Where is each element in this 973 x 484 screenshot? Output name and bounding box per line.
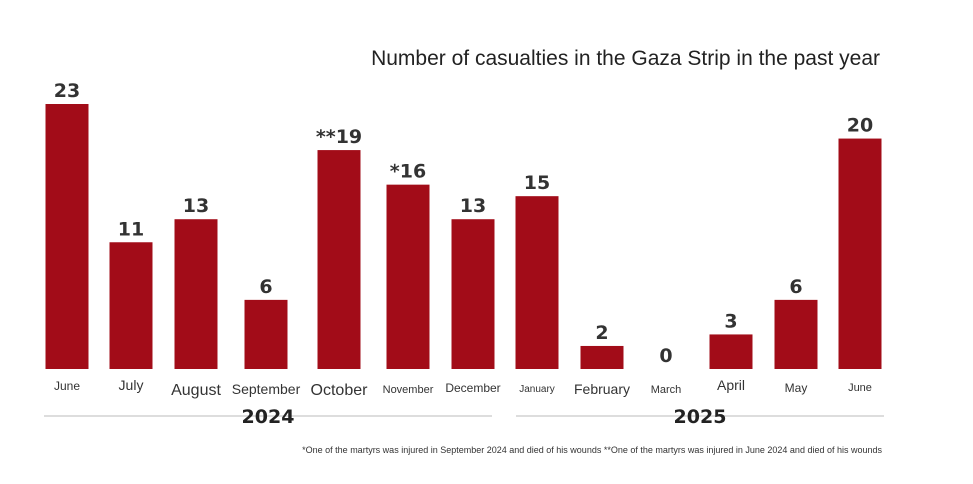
bar-july-1	[109, 242, 153, 369]
bar-april-10	[709, 334, 753, 369]
chart-title: Number of casualties in the Gaza Strip i…	[371, 47, 880, 70]
month-labels-group: June July August September October November De…	[54, 377, 872, 399]
month-label-7: January	[519, 384, 555, 395]
month-label-9: March	[651, 384, 682, 396]
bar-february-8	[580, 345, 624, 369]
bar-may-11	[774, 299, 818, 369]
month-label-5: November	[383, 384, 434, 396]
value-label-2: 13	[183, 195, 209, 217]
month-label-0: June	[54, 379, 80, 393]
bar-august-2	[174, 219, 218, 369]
bar-june-12	[838, 138, 882, 369]
footnote: *One of the martyrs was injured in Septe…	[302, 445, 882, 455]
value-label-9: 0	[659, 345, 672, 367]
value-label-5: *16	[390, 161, 426, 183]
bar-october-4	[317, 150, 361, 369]
month-label-12: June	[848, 382, 872, 394]
value-label-12: 20	[847, 115, 873, 137]
bar-september-3	[244, 299, 288, 369]
month-label-2: August	[171, 382, 221, 399]
bar-january-7	[515, 196, 559, 369]
year-label-2024: 2024	[242, 406, 295, 428]
month-label-8: February	[574, 381, 630, 397]
value-label-8: 2	[595, 322, 608, 344]
value-label-11: 6	[789, 276, 802, 298]
month-label-3: September	[232, 381, 301, 397]
bar-november-5	[386, 184, 430, 369]
value-label-10: 3	[724, 310, 737, 332]
month-label-10: April	[717, 377, 745, 393]
value-label-1: 11	[118, 218, 144, 240]
value-label-3: 6	[259, 276, 272, 298]
bar-june-0	[45, 104, 89, 369]
month-label-11: May	[785, 381, 808, 395]
month-label-4: October	[311, 382, 369, 399]
bar-december-6	[451, 219, 495, 369]
month-label-6: December	[445, 381, 500, 395]
year-label-2025: 2025	[674, 406, 727, 428]
value-label-7: 15	[524, 172, 550, 194]
value-label-6: 13	[460, 195, 486, 217]
bars-group	[45, 104, 882, 369]
value-label-4: **19	[316, 126, 362, 148]
month-label-1: July	[119, 377, 144, 393]
value-label-0: 23	[54, 80, 80, 102]
